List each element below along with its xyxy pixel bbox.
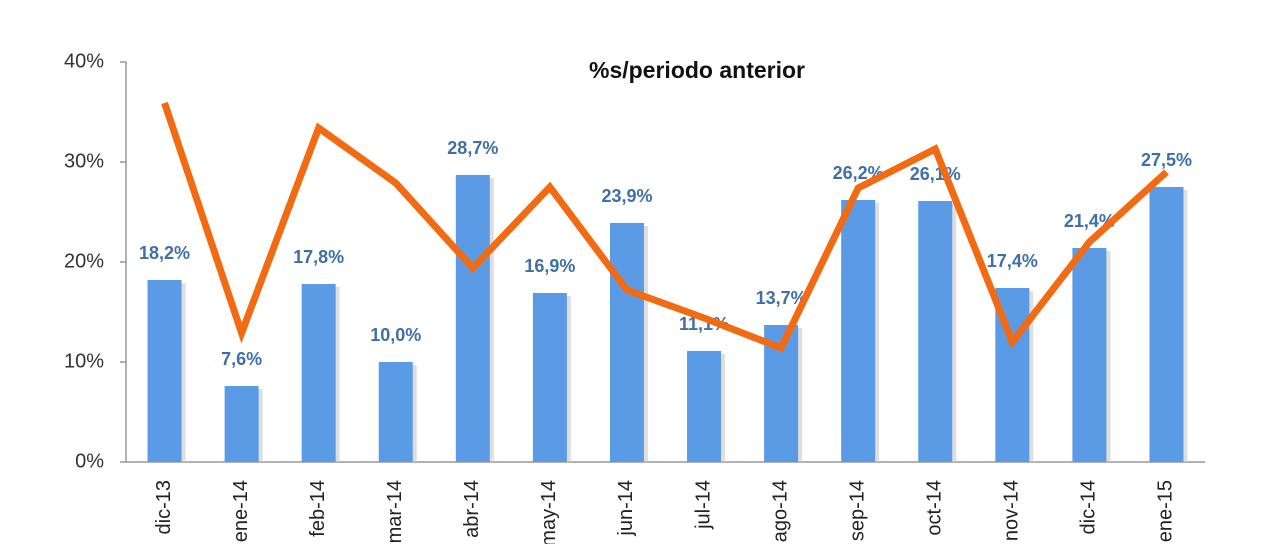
y-tick-label: 0% bbox=[75, 450, 104, 472]
value-label: 7,6% bbox=[221, 349, 262, 369]
bar bbox=[224, 386, 259, 462]
bar bbox=[532, 293, 567, 462]
y-tick-label: 10% bbox=[64, 350, 104, 372]
x-tick-label: dic-14 bbox=[1078, 480, 1100, 534]
bar bbox=[147, 280, 182, 462]
x-tick-label: may-14 bbox=[538, 480, 560, 544]
value-label: 28,7% bbox=[447, 138, 498, 158]
x-tick-label: sep-14 bbox=[846, 480, 868, 541]
bar bbox=[378, 362, 413, 462]
value-label: 17,4% bbox=[987, 251, 1038, 271]
y-tick-label: 20% bbox=[64, 250, 104, 272]
x-tick-label: nov-14 bbox=[1001, 480, 1023, 541]
value-label: 26,1% bbox=[910, 164, 961, 184]
bar bbox=[301, 284, 336, 462]
y-tick-label: 30% bbox=[64, 150, 104, 172]
value-label: 17,8% bbox=[293, 247, 344, 267]
bar bbox=[455, 175, 490, 462]
x-tick-label: ago-14 bbox=[769, 480, 791, 542]
chart-title: %s/periodo anterior bbox=[589, 57, 805, 83]
y-tick-label: 40% bbox=[64, 50, 104, 72]
value-label: 10,0% bbox=[370, 325, 421, 345]
bar bbox=[841, 200, 876, 462]
value-label: 18,2% bbox=[139, 243, 190, 263]
value-label: 27,5% bbox=[1141, 150, 1192, 170]
value-label: 16,9% bbox=[524, 256, 575, 276]
x-tick-label: feb-14 bbox=[307, 480, 329, 537]
value-label: 23,9% bbox=[601, 186, 652, 206]
x-tick-label: mar-14 bbox=[384, 480, 406, 543]
bar bbox=[1072, 248, 1107, 462]
x-tick-label: ene-14 bbox=[230, 480, 252, 542]
x-tick-label: jul-14 bbox=[692, 480, 714, 530]
bar bbox=[918, 201, 953, 462]
bar bbox=[687, 351, 722, 462]
x-tick-label: oct-14 bbox=[924, 480, 946, 536]
x-tick-label: jun-14 bbox=[615, 480, 637, 537]
value-label: 11,1% bbox=[679, 314, 729, 334]
x-tick-label: abr-14 bbox=[461, 480, 483, 538]
bar bbox=[1149, 187, 1184, 462]
bar bbox=[609, 223, 644, 462]
x-tick-label: dic-13 bbox=[153, 480, 175, 534]
x-tick-label: ene-15 bbox=[1155, 480, 1177, 542]
line bbox=[161, 101, 1169, 353]
value-label: 13,7% bbox=[756, 288, 807, 308]
